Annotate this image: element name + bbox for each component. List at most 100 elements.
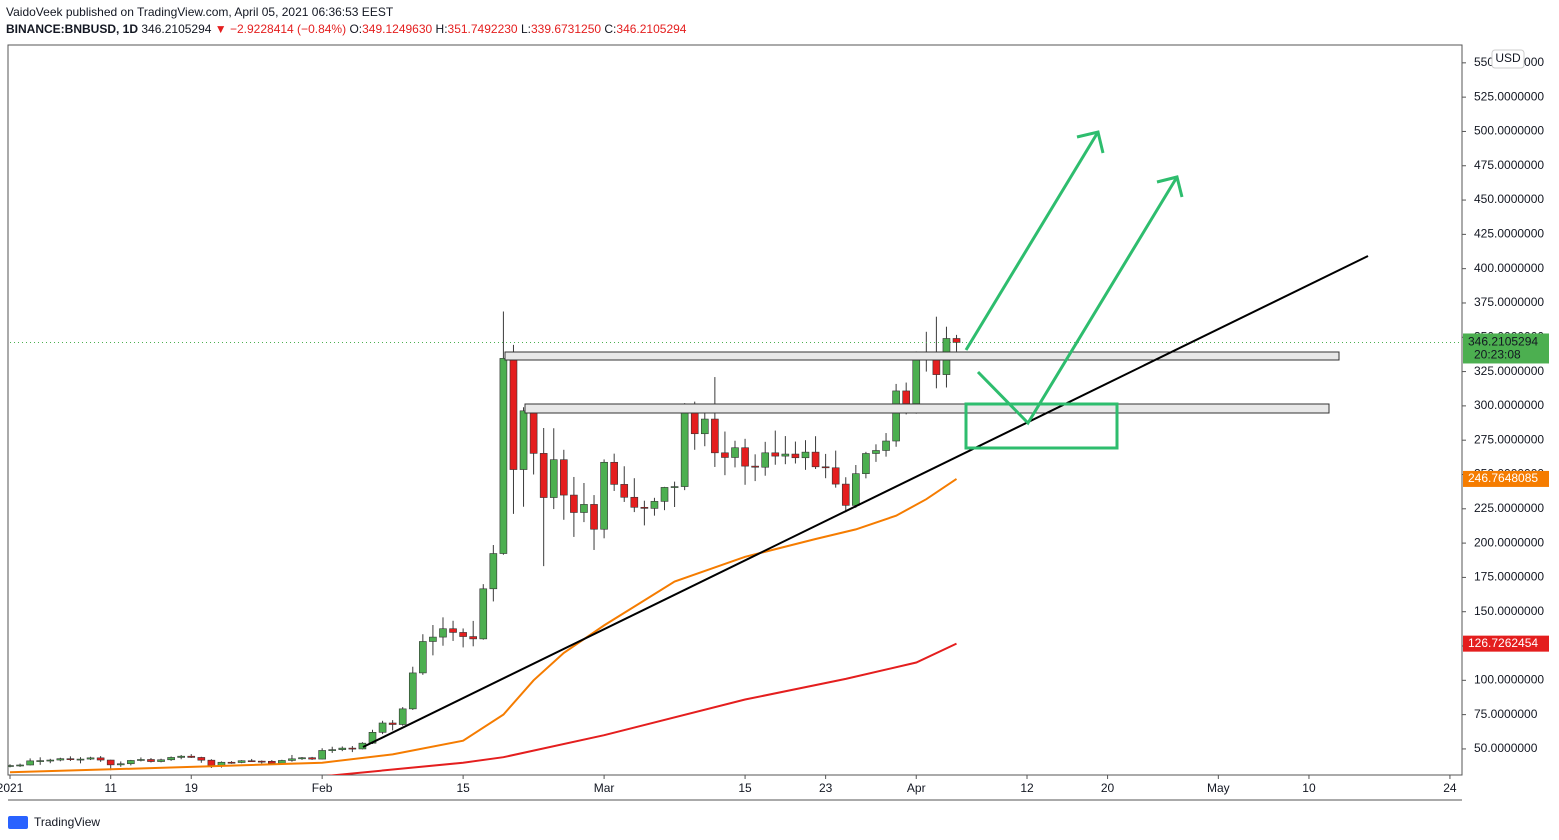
candle-body xyxy=(489,553,498,590)
candle-body xyxy=(137,759,145,761)
currency-box xyxy=(1491,49,1525,69)
candle-body xyxy=(298,757,306,760)
y-tick-label: 475.0000000 xyxy=(1474,158,1544,172)
candle-body xyxy=(741,447,749,467)
candle-body xyxy=(247,760,256,763)
arrow xyxy=(976,176,1179,426)
candle-body xyxy=(8,765,14,767)
candle-body xyxy=(892,390,900,442)
h: 351.7492230 xyxy=(447,22,518,36)
candle-body xyxy=(549,459,558,498)
candle-body xyxy=(479,588,488,640)
zone xyxy=(524,403,1330,414)
candle-body xyxy=(268,760,276,764)
y-tick-label: 500.0000000 xyxy=(1474,124,1544,138)
y-tick-label: 300.0000000 xyxy=(1474,398,1544,412)
candle-body xyxy=(66,758,75,760)
candle-body xyxy=(46,759,55,762)
last-price-label: 346.2105294 xyxy=(1468,335,1538,349)
candle-body xyxy=(96,757,105,761)
candle-body xyxy=(872,450,880,454)
x-tick-label: 24 xyxy=(1443,781,1457,795)
candle-body xyxy=(791,453,800,459)
candle-body xyxy=(378,722,387,733)
x-tick-label: 20 xyxy=(1101,781,1115,795)
candle-body xyxy=(338,747,347,750)
candle-body xyxy=(660,487,669,502)
trendline xyxy=(362,255,1369,748)
candle-body xyxy=(36,760,45,762)
ma-price-label: 246.7648085 xyxy=(1468,471,1538,485)
x-tick-label: 23 xyxy=(819,781,833,795)
candle-body xyxy=(912,358,921,404)
arrow-head xyxy=(1076,130,1105,154)
x-tick-label: Mar xyxy=(594,781,615,795)
x-tick-label: 12 xyxy=(1020,781,1034,795)
candle-body xyxy=(570,494,578,513)
publisher: VaidoVeek published on TradingView.com, … xyxy=(6,5,394,19)
x-tick-label: Feb xyxy=(312,781,333,795)
candle-body xyxy=(167,757,175,761)
candle-body xyxy=(56,758,65,761)
y-tick-label: 375.0000000 xyxy=(1474,295,1544,309)
candle-body xyxy=(288,758,296,761)
c: 346.2105294 xyxy=(616,22,687,36)
candle-body xyxy=(690,412,699,435)
ma-price-box xyxy=(1463,470,1549,487)
o-label: O: xyxy=(349,22,363,36)
symbol: BINANCE:BNBUSD, 1D xyxy=(6,22,139,36)
plot-frame xyxy=(7,44,1463,776)
candle-body xyxy=(76,758,85,761)
x-tick-label: 11 xyxy=(104,781,117,795)
candle-body xyxy=(580,504,588,513)
candle-body xyxy=(529,410,538,454)
y-tick-label: 50.0000000 xyxy=(1474,741,1538,755)
y-tick-label: 75.0000000 xyxy=(1474,707,1538,721)
h-label: H: xyxy=(435,22,448,36)
candle-body xyxy=(116,763,125,766)
y-tick-label: 325.0000000 xyxy=(1474,364,1544,378)
candle-body xyxy=(821,466,830,469)
candle-body xyxy=(348,747,357,750)
o: 349.1249630 xyxy=(362,22,433,36)
y-tick-label: 525.0000000 xyxy=(1474,89,1544,103)
candle-body xyxy=(640,506,649,509)
c-label: C: xyxy=(604,22,617,36)
y-tick-label: 400.0000000 xyxy=(1474,261,1544,275)
candle-body xyxy=(539,453,548,498)
x-tick-label: 15 xyxy=(456,781,470,795)
header: VaidoVeek published on TradingView.com, … xyxy=(6,4,686,38)
arrow-head xyxy=(1156,175,1184,198)
l: 339.6731250 xyxy=(530,22,602,36)
candle-body xyxy=(187,755,196,758)
logo: TradingView xyxy=(8,815,100,829)
arrow xyxy=(964,131,1100,351)
candle-body xyxy=(177,755,185,758)
last-price-box xyxy=(1463,333,1549,364)
candle-body xyxy=(16,764,24,767)
candle-body xyxy=(771,452,780,457)
x-tick-label: 10 xyxy=(1302,781,1316,795)
candle-body xyxy=(157,759,165,762)
candle-body xyxy=(278,760,286,764)
last: 346.2105294 xyxy=(141,22,212,36)
drawings xyxy=(362,130,1369,748)
zone xyxy=(504,351,1340,361)
candle-body xyxy=(862,453,870,474)
candle-body xyxy=(388,722,397,725)
y-tick-label: 225.0000000 xyxy=(1474,501,1544,515)
ma-price-box xyxy=(1463,635,1549,652)
candle-body xyxy=(257,760,266,763)
candle-body xyxy=(630,496,639,508)
moving-average xyxy=(326,642,957,775)
x-tick-label: 2021 xyxy=(0,781,24,795)
candle-body xyxy=(519,410,528,470)
candle-body xyxy=(902,390,910,404)
x-tick-label: Apr xyxy=(907,781,926,795)
candle-body xyxy=(680,412,689,487)
candle-body xyxy=(600,461,608,530)
candle-body xyxy=(509,358,518,470)
l-label: L: xyxy=(520,22,531,36)
candle-body xyxy=(761,452,770,468)
